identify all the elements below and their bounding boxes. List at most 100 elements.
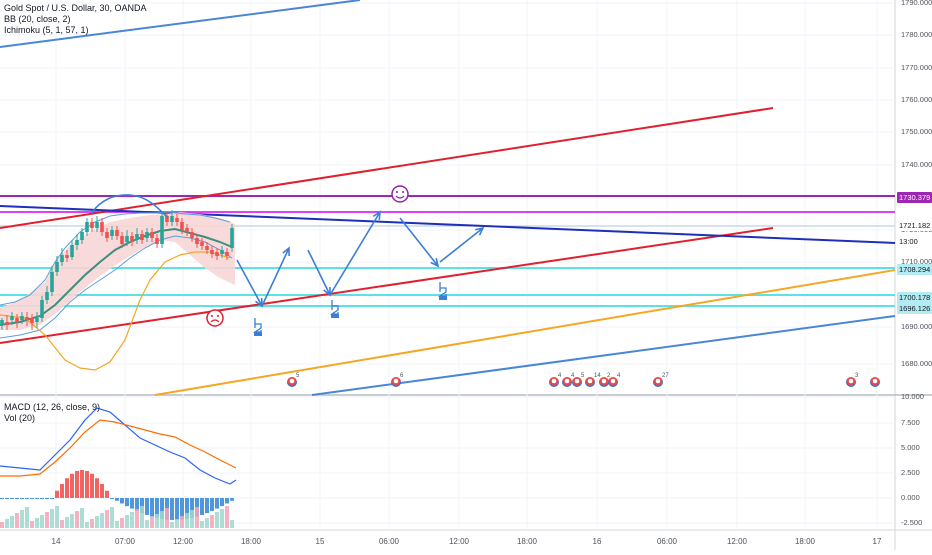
economic-event-flag-icon[interactable] xyxy=(846,377,856,387)
projection-arrow-2-head xyxy=(282,246,290,257)
candle-body xyxy=(160,216,164,244)
macd-histogram-bar xyxy=(140,498,144,514)
macd-histogram-bar xyxy=(15,498,19,499)
economic-event-flag-icon[interactable] xyxy=(599,377,609,387)
candle-body xyxy=(70,245,74,257)
volume-bar xyxy=(125,515,129,528)
candle-body xyxy=(40,300,44,318)
candle-body xyxy=(165,216,169,222)
macd-histogram-bar xyxy=(110,498,114,499)
price-tag[interactable]: 13:00 xyxy=(897,236,920,247)
volume-bar xyxy=(50,509,54,528)
symbol-legend[interactable]: Gold Spot / U.S. Dollar, 30, OANDA xyxy=(4,3,147,13)
candle-body xyxy=(105,232,109,238)
macd-histogram-bar xyxy=(95,478,99,498)
volume-bar xyxy=(160,511,164,528)
economic-event-count: 5 xyxy=(581,373,585,379)
candle-body xyxy=(35,318,39,322)
macd-histogram-bar xyxy=(20,498,24,499)
volume-bar xyxy=(230,520,234,528)
macd-histogram-bar xyxy=(180,498,184,520)
volume-bar xyxy=(180,516,184,528)
sad-face-mouth xyxy=(210,319,220,323)
candle-body xyxy=(225,252,229,256)
candle-body xyxy=(60,255,64,262)
volume-bar xyxy=(85,522,89,528)
volume-bar xyxy=(5,519,9,528)
time-axis-label: 06:00 xyxy=(378,537,400,546)
candle-body xyxy=(45,292,49,300)
time-axis-label: 18:00 xyxy=(240,537,262,546)
macd-histogram-bar xyxy=(220,498,224,507)
annotation-layer xyxy=(91,185,485,336)
economic-event-flag-icon[interactable] xyxy=(585,377,595,387)
price-axis-label: 1710.000 xyxy=(901,257,932,266)
volume-bar xyxy=(60,520,64,528)
economic-event-flag-icon[interactable] xyxy=(608,377,618,387)
hand-cuff xyxy=(254,332,262,336)
macd-axis-label: 7.500 xyxy=(901,418,920,427)
time-axis-label: 12:00 xyxy=(172,537,194,546)
price-axis-label: 1680.000 xyxy=(901,359,932,368)
macd-histogram-bar xyxy=(60,484,64,498)
candle-body xyxy=(80,232,84,240)
volume-bar xyxy=(190,510,194,528)
candle-body xyxy=(85,222,89,232)
macd-histogram-bar xyxy=(185,498,189,519)
price-tag[interactable]: 1708.294 xyxy=(897,264,932,275)
time-axis-label: 18:00 xyxy=(516,537,538,546)
volume-bar xyxy=(70,514,74,528)
macd-axis-label: -2.500 xyxy=(901,518,923,527)
candle-body xyxy=(135,234,139,240)
economic-event-count: 4 xyxy=(571,373,575,379)
projection-arrow-5-head xyxy=(430,258,440,268)
pointer-hand-icon xyxy=(329,300,339,318)
economic-event-flag-icon[interactable] xyxy=(572,377,582,387)
price-tag[interactable]: 1700.178 xyxy=(897,292,932,303)
sad-face-icon xyxy=(206,309,224,327)
economic-event-flag-icon[interactable] xyxy=(562,377,572,387)
economic-event-count: 6 xyxy=(400,373,404,379)
projection-arrow-2 xyxy=(261,247,290,307)
macd-histogram-bar xyxy=(35,498,39,499)
volume-bar xyxy=(195,507,199,528)
macd-histogram-bar xyxy=(130,498,134,509)
projection-arrow-3 xyxy=(307,249,331,296)
volume-bar xyxy=(140,506,144,528)
economic-event-flag-icon[interactable] xyxy=(870,377,880,387)
sad-face-eye xyxy=(217,315,219,317)
macd-histogram-bar xyxy=(105,490,109,498)
ichimoku-legend[interactable]: Ichimoku (5, 1, 57, 1) xyxy=(4,25,89,35)
volume-bar xyxy=(15,513,19,528)
candle-body xyxy=(55,262,59,272)
time-axis-label: 14 xyxy=(51,537,61,546)
macd-histogram-bar xyxy=(190,498,194,518)
sad-face-eye xyxy=(211,315,213,317)
macd-histogram-bar xyxy=(215,498,219,509)
economic-event-count: 4 xyxy=(617,373,621,379)
candle-body xyxy=(15,318,19,322)
volume-legend[interactable]: Vol (20) xyxy=(4,413,36,423)
macd-legend[interactable]: MACD (12, 26, close, 9) xyxy=(4,402,101,412)
volume-bar xyxy=(40,515,44,528)
macd-histogram-bar xyxy=(170,498,174,520)
macd-histogram-bar xyxy=(210,498,214,511)
economic-event-flag-icon[interactable] xyxy=(653,377,663,387)
candle-body xyxy=(140,234,144,240)
economic-event-flag-icon[interactable] xyxy=(287,377,297,387)
happy-face-eye xyxy=(396,191,398,193)
price-tag[interactable]: 1696.126 xyxy=(897,303,932,314)
pointer-hand-icon xyxy=(252,318,262,336)
macd-histogram-bar xyxy=(65,478,69,498)
bb-legend[interactable]: BB (20, close, 2) xyxy=(4,14,71,24)
candle-body xyxy=(195,238,199,244)
economic-event-flag-icon[interactable] xyxy=(549,377,559,387)
price-tag[interactable]: 1721.182 xyxy=(897,220,932,231)
price-tag[interactable]: 1730.379 xyxy=(897,192,932,203)
macd-histogram-bar xyxy=(230,498,234,501)
macd-histogram-bar xyxy=(125,498,129,507)
economic-event-flag-icon[interactable] xyxy=(391,377,401,387)
projection-arrow-4 xyxy=(329,211,381,296)
